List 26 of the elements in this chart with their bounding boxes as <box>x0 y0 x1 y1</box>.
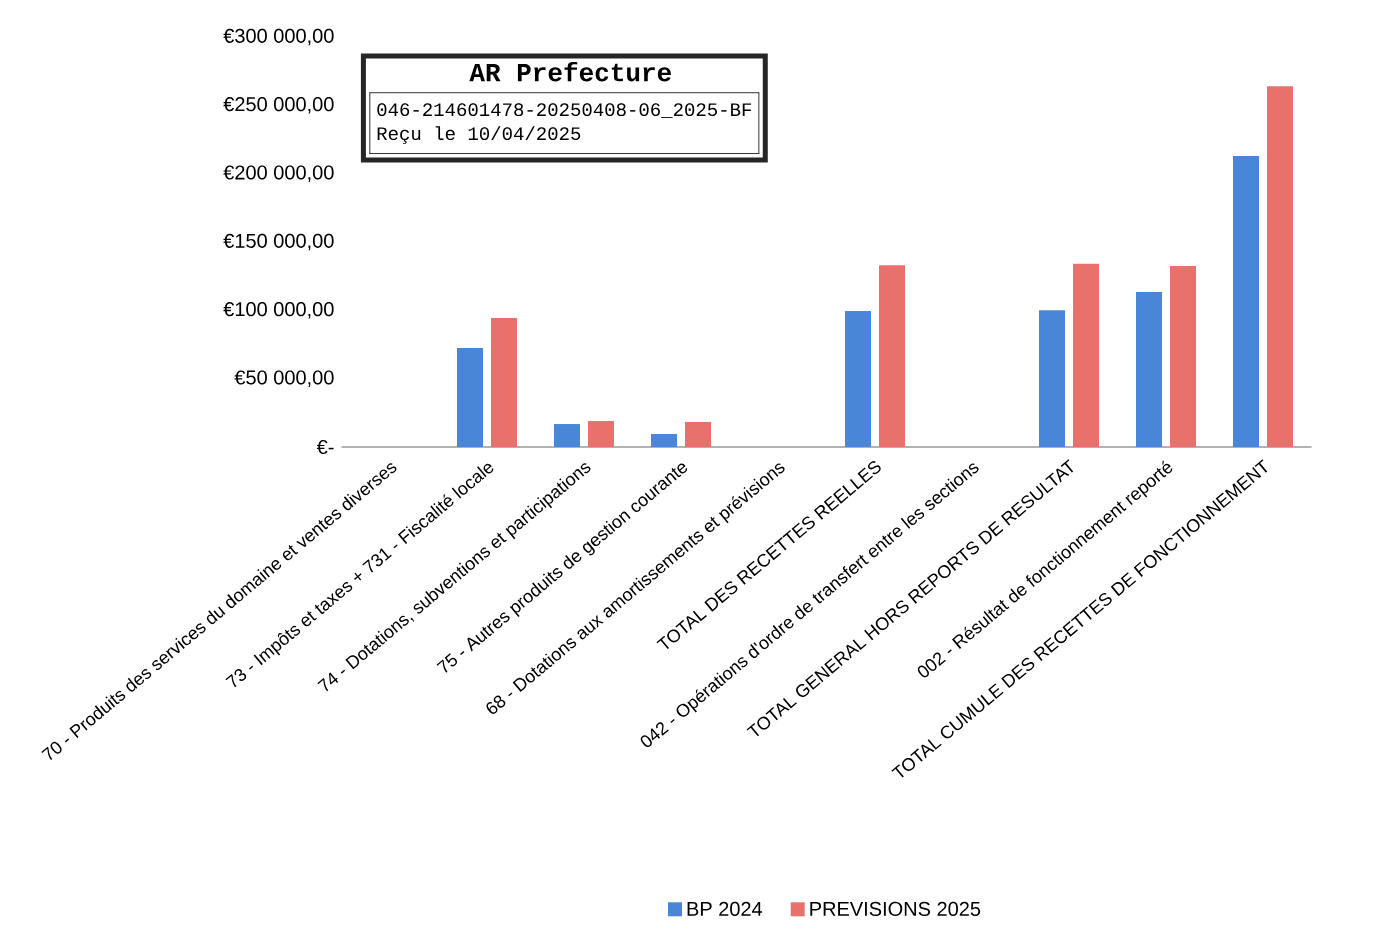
bar <box>491 317 517 447</box>
annotation: Reçu le 10/04/2025 <box>377 126 581 145</box>
bar <box>1039 310 1065 447</box>
bar <box>1170 265 1197 447</box>
bar <box>845 310 872 447</box>
bar <box>651 434 677 447</box>
bar <box>1136 291 1162 447</box>
y-tick-label: €300 000,00 <box>223 28 334 46</box>
annotation: AR Prefecture <box>469 61 671 82</box>
bar <box>588 421 614 447</box>
y-tick-label: €200 000,00 <box>223 165 334 182</box>
y-tick-label: €100 000,00 <box>223 302 334 319</box>
legend-label: BP 2024 <box>687 901 763 916</box>
y-tick-label: €150 000,00 <box>223 233 334 251</box>
bar <box>879 265 905 447</box>
legend-label: PREVISIONS 2025 <box>810 901 981 916</box>
y-tick-label: €250 000,00 <box>223 97 334 114</box>
bar <box>1073 263 1099 447</box>
bar <box>457 347 484 447</box>
y-tick-label: €50 000,00 <box>234 370 334 387</box>
bar <box>554 424 580 447</box>
bar <box>685 421 711 447</box>
bar <box>1267 86 1294 447</box>
bar <box>1233 155 1260 447</box>
annotation: 046-214601478-20250408-06_2025-BF <box>377 103 752 118</box>
y-tick-label: €- <box>316 439 334 455</box>
